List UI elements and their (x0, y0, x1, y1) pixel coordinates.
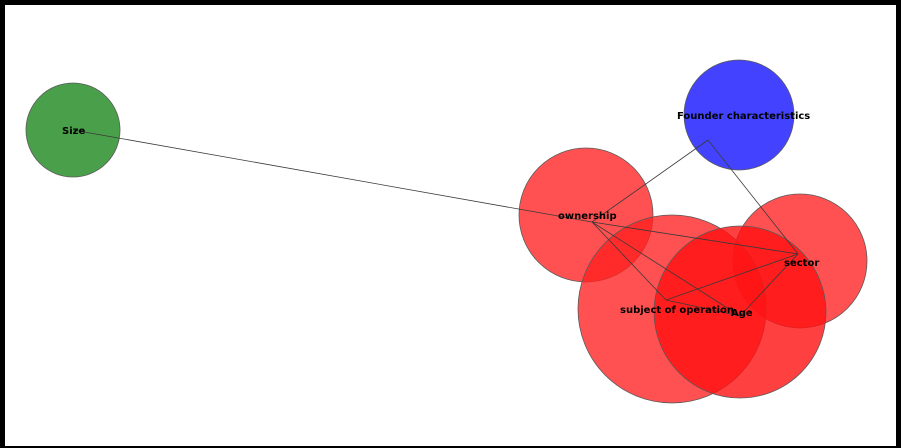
edges-layer (72, 129, 799, 317)
edge-ownership-sector (591, 221, 799, 255)
node-label-subject-of-operation: subject of operation (620, 305, 734, 316)
edge-subject-sector (665, 253, 799, 301)
node-age[interactable] (653, 225, 827, 399)
node-founder[interactable] (683, 59, 795, 171)
edge-subject-age (665, 299, 741, 317)
labels-layer: Size Founder characteristics ownership s… (62, 111, 819, 319)
node-label-ownership: ownership (558, 211, 617, 222)
node-label-age: Age (731, 308, 753, 319)
node-label-size: Size (62, 126, 85, 137)
node-label-sector: sector (784, 258, 819, 269)
edge-ownership-age (591, 221, 741, 317)
edge-founder-ownership (591, 139, 709, 223)
edge-founder-sector (707, 139, 799, 255)
edge-size-ownership (72, 129, 593, 223)
edge-age-sector (739, 253, 799, 317)
node-label-founder-characteristics: Founder characteristics (677, 111, 810, 122)
edge-ownership-subject (591, 221, 667, 301)
